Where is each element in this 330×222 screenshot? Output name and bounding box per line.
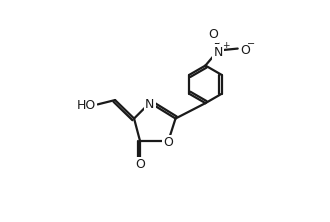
Text: O: O <box>163 136 173 149</box>
Text: O: O <box>240 44 250 57</box>
Text: O: O <box>135 158 145 171</box>
Text: N: N <box>214 46 223 59</box>
Text: +: + <box>222 41 230 50</box>
Text: N: N <box>145 98 154 111</box>
Text: O: O <box>208 28 218 41</box>
Text: −: − <box>247 39 255 49</box>
Text: HO: HO <box>77 99 96 112</box>
